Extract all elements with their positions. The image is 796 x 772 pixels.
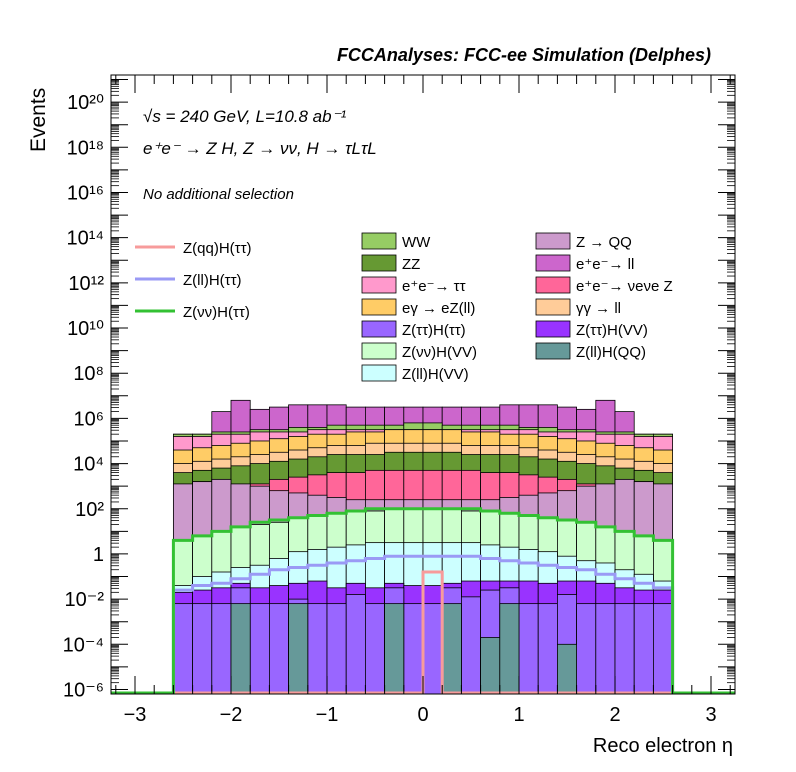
y-tick-label: 10¹⁸ [67,137,104,159]
stack-layer [230,603,578,695]
energy-label: √s = 240 GeV, L=10.8 ab⁻¹ [143,107,347,126]
process-label: e⁺e⁻ → Z H, Z → νν, H → τLτL [143,139,377,158]
y-tick-label: 10⁴ [73,454,104,476]
legend-label: Z(νν)H(ττ) [183,304,250,321]
bar [422,603,443,695]
bar [403,603,424,695]
legend-label: Z → QQ [576,234,632,251]
y-tick-label: 10¹² [68,273,104,295]
y-tick-label: 10² [75,499,104,521]
bar [172,603,193,695]
legend-label: Z(ll)H(VV) [402,366,469,383]
bar [633,603,654,695]
legend-label: e⁺e⁻→ νeνe Z [576,278,673,295]
y-tick-label: 10⁻² [65,589,105,611]
legend-swatch [535,232,571,250]
legend-swatch [535,342,571,360]
y-tick-label: 10¹⁰ [67,318,104,340]
bar [537,603,558,695]
bar [345,594,366,695]
bar [211,603,232,695]
legend-swatch [361,254,397,272]
x-tick-label: −1 [316,704,339,726]
bar [595,603,616,695]
bar [653,603,674,695]
y-tick-label: 1 [93,544,104,566]
x-tick-label: −2 [220,704,243,726]
x-tick-label: 1 [513,704,524,726]
x-tick-label: −3 [124,704,147,726]
bar [192,603,213,695]
signal-line [111,554,735,695]
y-tick-label: 10⁻⁶ [63,679,104,701]
bar [249,603,270,695]
background-legend: WW Z → QQ ZZ e⁺e⁻→ ll e⁺e⁻→ ττ e⁺e⁻→ νeνe Z eγ… [361,232,673,383]
x-axis-ticks: −3 −2 −1 0 1 2 3 [115,75,731,726]
bar [384,603,405,695]
bar [230,603,251,695]
bar [268,603,289,695]
legend-swatch [361,276,397,294]
legend-label: Z(ll)H(QQ) [576,344,646,361]
bar [614,603,635,695]
bar [557,643,578,695]
bar [307,603,328,695]
legend-label: Z(νν)H(VV) [402,344,477,361]
legend-swatch [361,320,397,338]
signal-line [111,507,735,695]
legend-swatch [535,254,571,272]
legend-swatch [361,298,397,316]
bar [364,603,385,695]
y-axis-ticks: 10⁻⁶ 10⁻⁴ 10⁻² 1 10² 10⁴ 10⁶ 10⁸ 10¹⁰ 10¹² 10¹⁴ 10¹… [63,79,735,701]
bar [460,596,481,695]
y-tick-label: 10¹⁴ [67,228,105,250]
x-axis-label: Reco electron η [593,735,733,757]
legend-swatch [361,364,397,382]
bar [499,603,520,695]
legend-label: γγ → ll [576,300,621,317]
bar [441,603,462,695]
bar [576,603,597,695]
legend-label: Z(ττ)H(VV) [576,322,648,339]
x-tick-label: 0 [417,704,428,726]
legend-label: ZZ [402,256,420,273]
bar [518,603,539,695]
legend-label: Z(qq)H(ττ) [183,240,252,257]
legend-swatch [535,276,571,294]
legend-label: Z(ττ)H(ττ) [402,322,466,339]
selection-label: No additional selection [143,186,294,203]
y-axis-label: Events [27,88,50,152]
x-tick-label: 3 [705,704,716,726]
signal-legend: Z(qq)H(ττ) Z(ll)H(ττ) Z(νν)H(ττ) [135,240,252,321]
x-tick-label: 2 [609,704,620,726]
legend-label: Z(ll)H(ττ) [183,272,242,289]
legend-label: eγ → eZ(ll) [402,300,475,317]
legend-label: WW [402,234,431,251]
legend-label: e⁺e⁻→ ττ [402,278,466,295]
legend-label: e⁺e⁻→ ll [576,256,634,273]
legend-swatch [535,298,571,316]
y-tick-label: 10⁸ [73,363,104,385]
bar [326,603,347,695]
y-tick-label: 10¹⁶ [67,182,104,204]
legend-swatch [361,342,397,360]
figure-title: FCCAnalyses: FCC-ee Simulation (Delphes) [337,45,711,65]
y-tick-label: 10²⁰ [67,92,104,114]
legend-swatch [535,320,571,338]
y-tick-label: 10⁻⁴ [63,634,104,656]
bar [480,637,501,695]
legend-swatch [361,232,397,250]
bar [288,603,309,695]
y-tick-label: 10⁶ [74,408,104,430]
